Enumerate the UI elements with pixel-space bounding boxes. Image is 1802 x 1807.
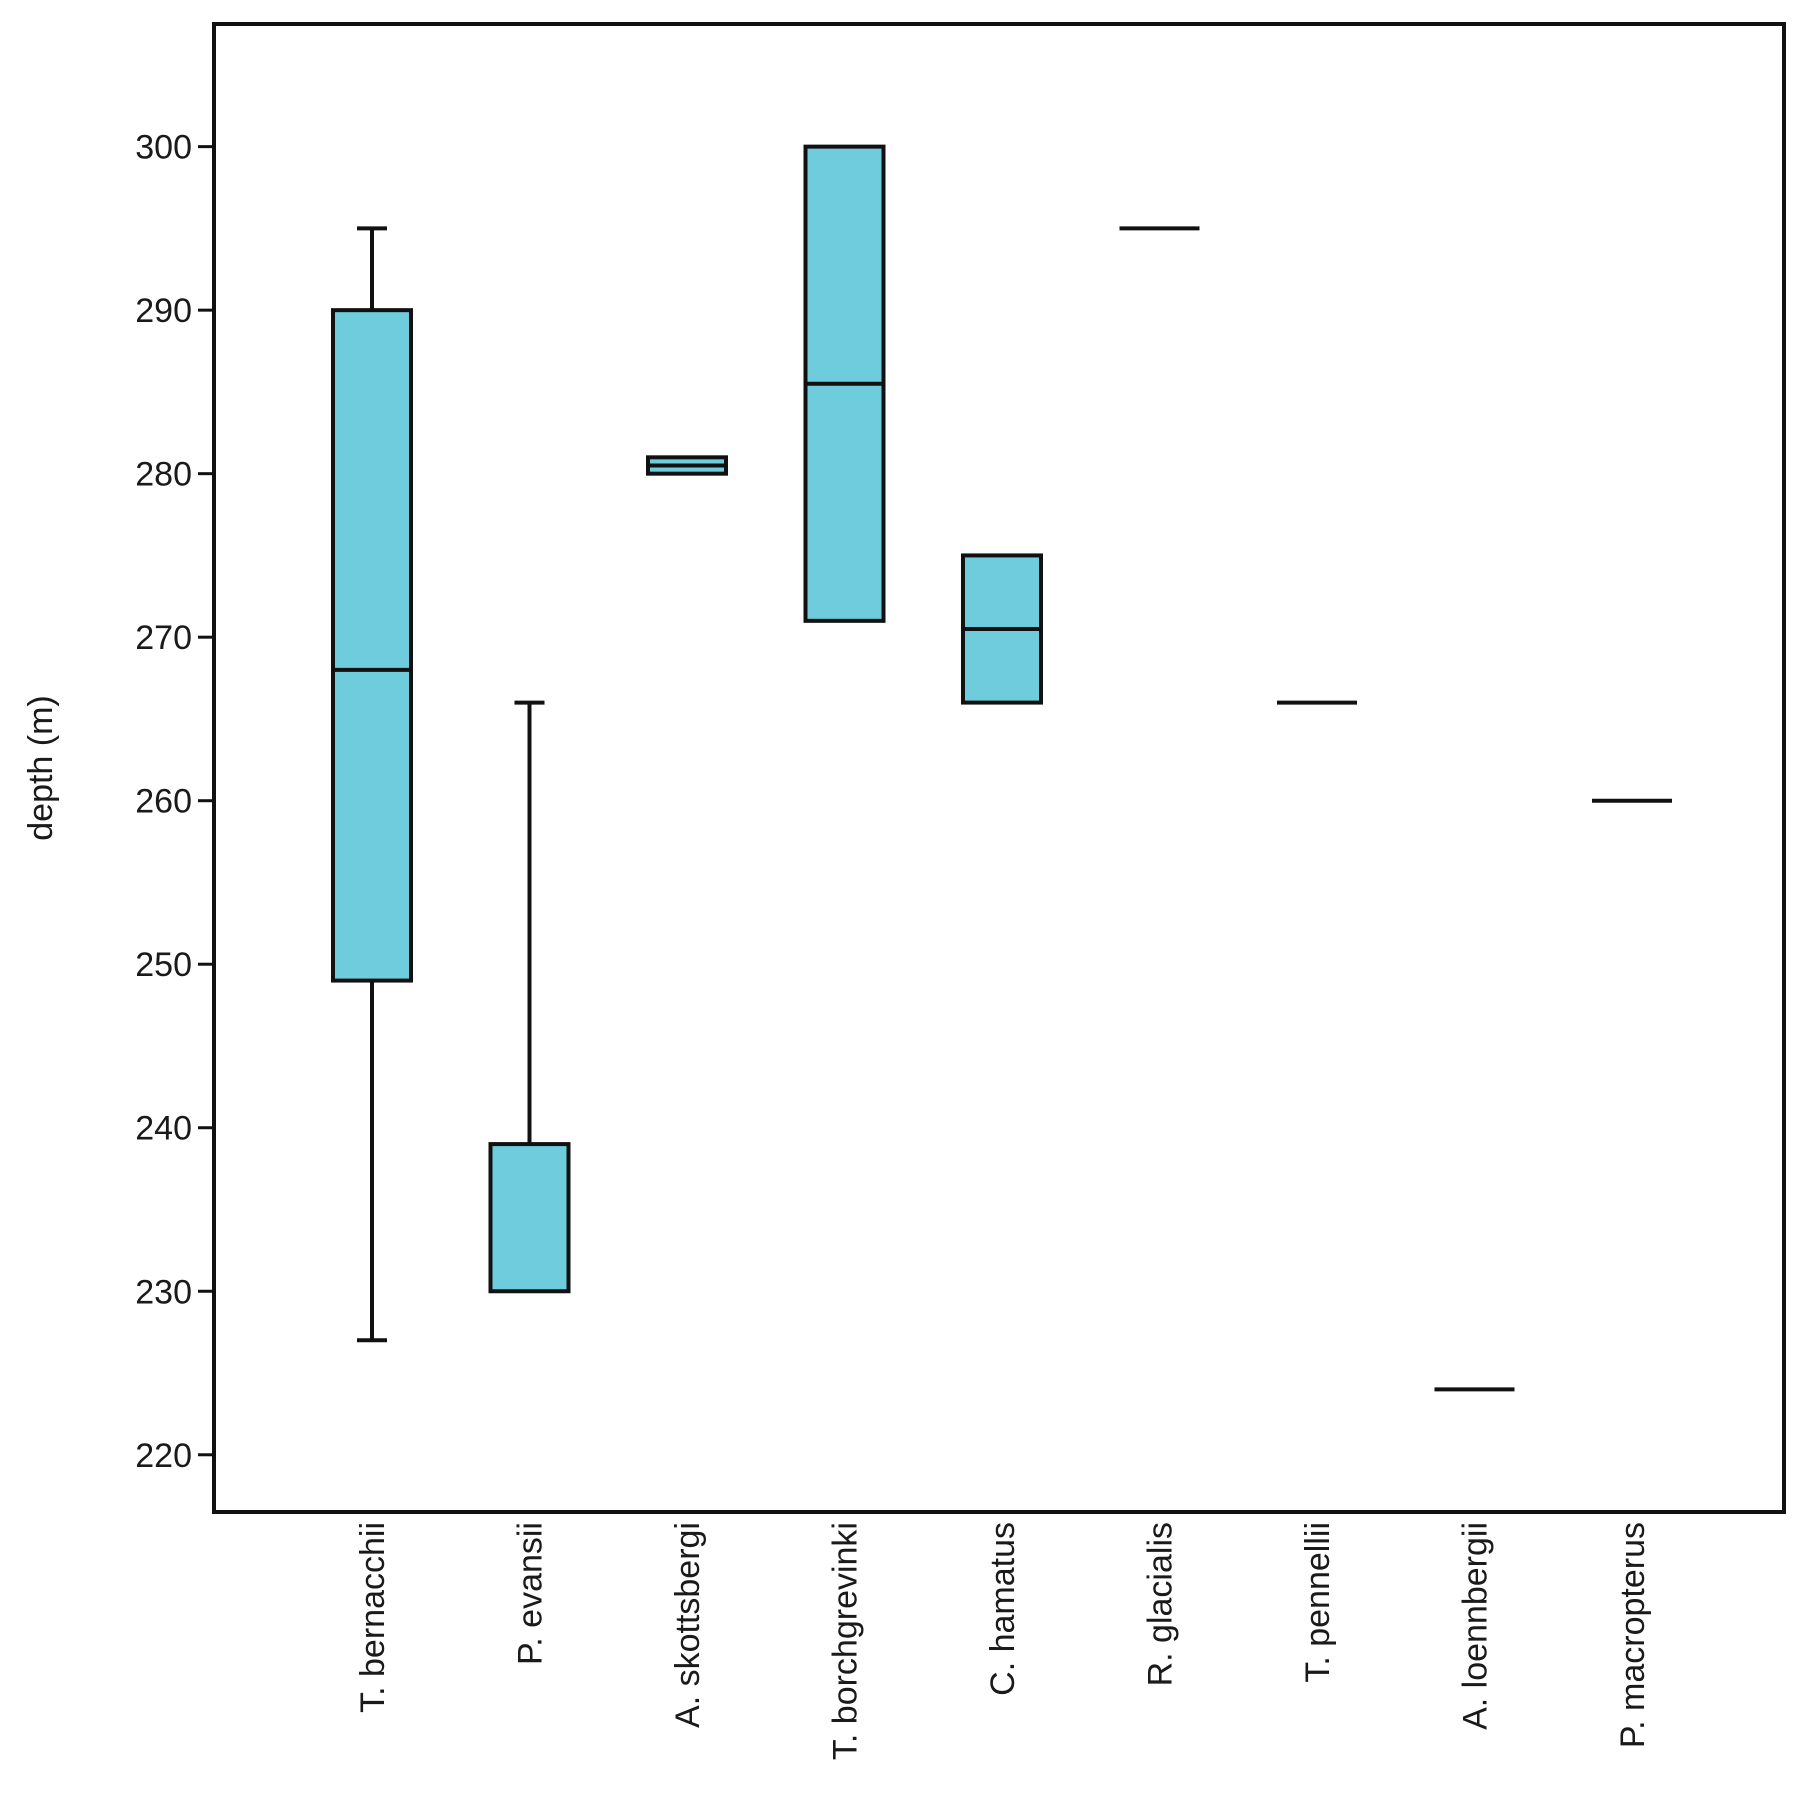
x-axis: T. bernacchii P. evansii A. skottsbergi T. … xyxy=(354,1522,1652,1760)
x-category-label: A. skottsbergi xyxy=(669,1522,707,1728)
y-tick-label: 300 xyxy=(135,129,192,167)
y-tick-label: 260 xyxy=(135,783,192,821)
x-category-label: A. loennbergii xyxy=(1457,1522,1495,1730)
box-group xyxy=(646,455,728,476)
plot-area-frame xyxy=(212,22,1786,1514)
x-category-label: T. borchgrevinki xyxy=(827,1522,865,1760)
x-category-label: P. evansii xyxy=(512,1522,550,1665)
x-category-label: T. pennellii xyxy=(1299,1522,1337,1683)
y-tick-label: 230 xyxy=(135,1273,192,1311)
y-tick-label: 240 xyxy=(135,1110,192,1148)
box-group xyxy=(803,144,886,623)
iqr-box xyxy=(488,1142,571,1294)
x-category-label: P. macropterus xyxy=(1614,1522,1652,1748)
box-group xyxy=(331,226,413,1343)
box-group xyxy=(961,553,1043,705)
x-category-label: C. hamatus xyxy=(984,1522,1022,1696)
x-category-label: T. bernacchii xyxy=(354,1522,392,1713)
y-tick-label: 290 xyxy=(135,292,192,330)
y-tick-label: 250 xyxy=(135,946,192,984)
box-group xyxy=(488,700,571,1294)
box-series xyxy=(331,144,1672,1392)
iqr-box xyxy=(331,308,413,983)
y-tick-label: 220 xyxy=(135,1437,192,1475)
y-axis-title: depth (m) xyxy=(22,695,60,841)
x-category-label: R. glacialis xyxy=(1142,1522,1180,1686)
y-axis: 220 230 240 250 260 270 280 290 300 xyxy=(135,129,214,1475)
y-tick-label: 280 xyxy=(135,456,192,494)
y-tick-label: 270 xyxy=(135,619,192,657)
